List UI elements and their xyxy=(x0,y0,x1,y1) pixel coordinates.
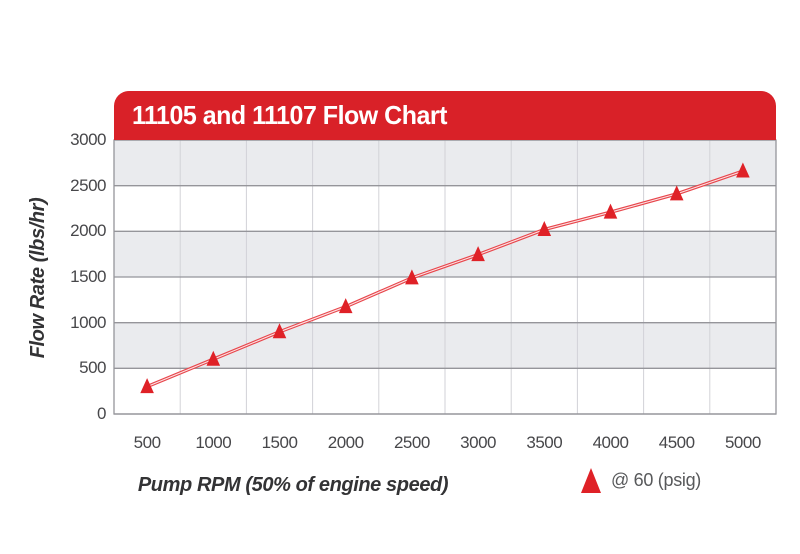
data-point-marker xyxy=(603,203,618,219)
legend: @ 60 (psig) xyxy=(581,468,701,493)
data-point-markers xyxy=(140,162,750,394)
data-point-marker xyxy=(140,378,154,394)
data-point-marker xyxy=(669,185,684,201)
y-tick-label: 1000 xyxy=(70,312,106,332)
y-tick-label: 500 xyxy=(79,358,106,378)
y-tick-label: 1500 xyxy=(70,267,106,286)
data-point-marker xyxy=(206,350,221,366)
x-tick-label: 4000 xyxy=(592,433,629,452)
x-tick-label: 3000 xyxy=(460,433,496,452)
flow-line-core xyxy=(146,170,744,388)
x-axis-title: Pump RPM (50% of engine speed) xyxy=(137,474,449,496)
x-tick-label: 500 xyxy=(133,433,161,452)
x-tick-label: 2500 xyxy=(393,433,430,452)
x-tick-label: 2000 xyxy=(327,433,364,452)
x-tick-label: 1000 xyxy=(195,433,232,452)
triangle-icon xyxy=(581,468,601,493)
x-tick-label: 4500 xyxy=(658,433,695,452)
data-point-marker xyxy=(537,221,552,237)
data-point-marker xyxy=(471,246,485,262)
data-point-marker xyxy=(272,323,287,339)
chart-title: 11105 and 11107 Flow Chart xyxy=(132,100,447,130)
x-tick-label: 1500 xyxy=(261,433,298,452)
y-tick-label: 2000 xyxy=(70,221,106,241)
title-banner: 11105 and 11107 Flow Chart xyxy=(114,91,776,140)
plot-border xyxy=(113,139,777,415)
x-tick-label: 5000 xyxy=(724,433,761,452)
x-tick-label: 3500 xyxy=(526,433,563,452)
y-tick-label: 3000 xyxy=(70,130,106,149)
legend-label: @ 60 (psig) xyxy=(611,470,702,490)
data-point-marker xyxy=(736,162,750,178)
data-point-marker xyxy=(405,269,419,285)
y-tick-label: 0 xyxy=(97,404,106,423)
data-point-marker xyxy=(338,298,353,314)
y-axis-title: Flow Rate (lbs/hr) xyxy=(27,197,49,359)
y-tick-label: 2500 xyxy=(70,175,106,195)
